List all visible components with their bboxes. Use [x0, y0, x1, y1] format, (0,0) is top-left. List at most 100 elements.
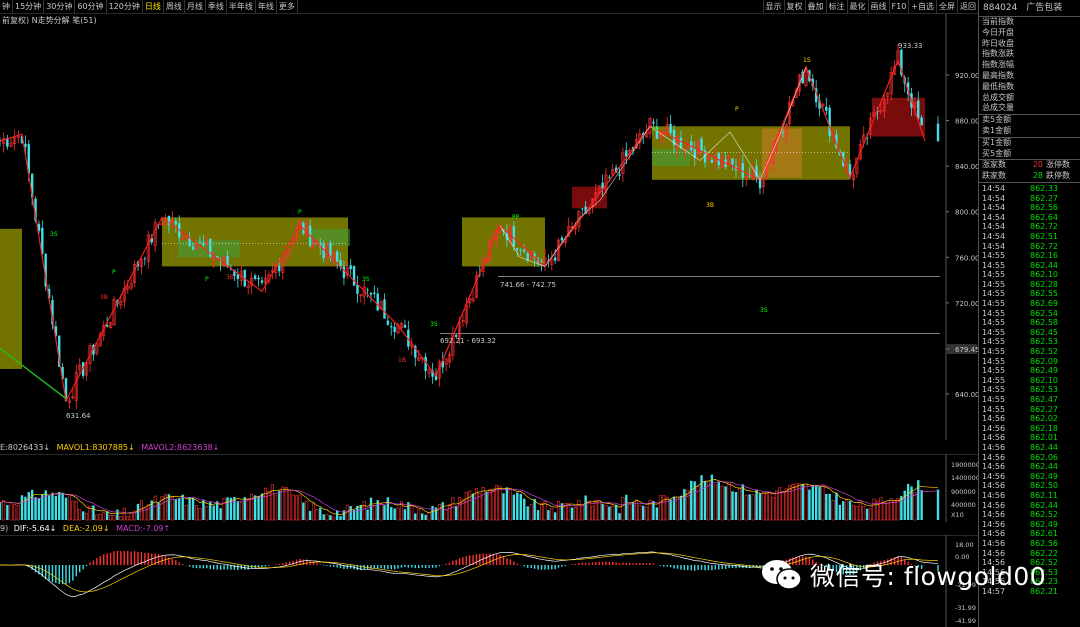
tick-row[interactable]: 14:55 862.10: [979, 376, 1080, 386]
tick-row[interactable]: 14:56 862.02: [979, 414, 1080, 424]
tick-row[interactable]: 14:56 862.52: [979, 558, 1080, 568]
tick-row[interactable]: 14:55 862.69: [979, 299, 1080, 309]
tick-price: 862.52: [1030, 558, 1058, 568]
tick-row[interactable]: 14:55 862.53: [979, 385, 1080, 395]
up-count-value: 20: [1032, 160, 1043, 170]
tick-row[interactable]: 14:56 862.22: [979, 549, 1080, 559]
tick-row[interactable]: 14:56 862.53: [979, 568, 1080, 578]
tick-row[interactable]: 14:54 862.72: [979, 222, 1080, 232]
tick-row[interactable]: 14:55 862.45: [979, 328, 1080, 338]
period-button[interactable]: 年线: [256, 0, 277, 13]
candle-body: [814, 88, 818, 103]
tick-list[interactable]: 14:54 862.33 14:54 862.27 14:54 862.56 14:54 86…: [979, 184, 1080, 597]
tick-row[interactable]: 14:55 862.28: [979, 280, 1080, 290]
tick-row[interactable]: 14:56 862.52: [979, 510, 1080, 520]
candle-body: [618, 174, 621, 176]
tool-button[interactable]: 标注: [825, 0, 847, 13]
tick-row[interactable]: 14:56 862.06: [979, 453, 1080, 463]
candlestick-chart[interactable]: 920.00 880.00 840.00 800.00 760.00 720.00 679.…: [0, 14, 978, 440]
volume-bar: [814, 485, 818, 520]
volume-bar: [720, 485, 724, 521]
volume-bar: [533, 498, 536, 520]
volume-bar: [502, 493, 505, 520]
period-button[interactable]: 60分钟: [75, 0, 107, 13]
tick-row[interactable]: 14:56 862.56: [979, 539, 1080, 549]
volume-bar: [126, 516, 130, 521]
tick-row[interactable]: 14:56 862.61: [979, 529, 1080, 539]
tick-row[interactable]: 14:54 862.51: [979, 232, 1080, 242]
period-button[interactable]: 30分钟: [44, 0, 76, 13]
tick-row[interactable]: 14:56 862.49: [979, 472, 1080, 482]
info-label: 最高指数: [982, 70, 1014, 80]
tick-row[interactable]: 14:54 862.33: [979, 184, 1080, 194]
period-button[interactable]: 季线: [206, 0, 227, 13]
tool-button[interactable]: F10: [888, 0, 909, 13]
tick-row[interactable]: 14:54 862.56: [979, 203, 1080, 213]
period-button[interactable]: 半年线: [227, 0, 256, 13]
tick-row[interactable]: 14:54 862.27: [979, 194, 1080, 204]
tick-row[interactable]: 14:55 862.52: [979, 347, 1080, 357]
tick-row[interactable]: 14:54 862.64: [979, 213, 1080, 223]
tick-row[interactable]: 14:55 862.49: [979, 366, 1080, 376]
candle-body: [804, 68, 808, 86]
tool-button[interactable]: 画线: [867, 0, 889, 13]
volume-chart[interactable]: 1900000 1400000 900000 400000 X10: [0, 454, 978, 522]
tool-button[interactable]: 最化: [846, 0, 868, 13]
tick-row[interactable]: 14:56 862.01: [979, 433, 1080, 443]
period-button[interactable]: 15分钟: [13, 0, 45, 13]
tick-row[interactable]: 14:55 862.53: [979, 337, 1080, 347]
tick-price: 862.56: [1030, 203, 1058, 213]
tick-row[interactable]: 14:55 862.09: [979, 357, 1080, 367]
volume-bar: [838, 504, 842, 520]
tick-row[interactable]: 14:55 862.16: [979, 251, 1080, 261]
volume-bar: [519, 493, 522, 520]
tool-button[interactable]: 返回: [957, 0, 978, 13]
tick-row[interactable]: 14:55 862.10: [979, 270, 1080, 280]
tick-row[interactable]: 14:55 862.44: [979, 261, 1080, 271]
tick-row[interactable]: 14:55 862.27: [979, 405, 1080, 415]
dif-value: DIF:-5.64↓: [13, 524, 57, 533]
volume-bar: [390, 507, 393, 520]
info-label: 指数涨跌: [982, 49, 1014, 59]
period-button[interactable]: 更多: [277, 0, 298, 13]
candle-body: [188, 237, 191, 247]
tool-button[interactable]: 全屏: [936, 0, 957, 13]
price-label: 840.00: [955, 163, 978, 171]
tool-button[interactable]: +自选: [908, 0, 936, 13]
tick-row[interactable]: 14:56 862.11: [979, 491, 1080, 501]
tick-price: 862.21: [1030, 586, 1058, 596]
volume-bar: [481, 487, 485, 521]
candle-body: [865, 137, 869, 139]
tick-row[interactable]: 14:57 862.21: [979, 587, 1080, 597]
tick-row[interactable]: 14:55 862.55: [979, 289, 1080, 299]
tick-row[interactable]: 14:56 862.50: [979, 481, 1080, 491]
tick-row[interactable]: 14:56 862.44: [979, 501, 1080, 511]
tick-row[interactable]: 14:56 862.18: [979, 424, 1080, 434]
macd-value: MACD:-7.09↑: [116, 524, 171, 533]
tool-button[interactable]: 叠加: [804, 0, 826, 13]
tick-row[interactable]: 14:56 862.23: [979, 577, 1080, 587]
candle-body: [614, 167, 618, 173]
candle-body: [160, 222, 164, 226]
candle-body: [191, 246, 195, 250]
tick-row[interactable]: 14:56 862.44: [979, 443, 1080, 453]
tick-row[interactable]: 14:56 862.44: [979, 462, 1080, 472]
tick-row[interactable]: 14:55 862.58: [979, 318, 1080, 328]
tick-row[interactable]: 14:55 862.47: [979, 395, 1080, 405]
tool-button[interactable]: 显示: [762, 0, 784, 13]
period-button[interactable]: 月线: [185, 0, 206, 13]
index-code: 884024: [983, 3, 1018, 13]
candle-body: [590, 198, 594, 207]
tool-button[interactable]: 复权: [783, 0, 805, 13]
signal-marker: 3B: [100, 294, 108, 301]
tick-row[interactable]: 14:55 862.54: [979, 309, 1080, 319]
tick-time: 14:55: [982, 347, 1006, 357]
tick-row[interactable]: 14:54 862.72: [979, 242, 1080, 252]
tick-time: 14:56: [982, 500, 1006, 510]
period-button[interactable]: 120分钟: [107, 0, 143, 13]
macd-header: 9) DIF:-5.64↓ DEA:-2.09↓ MACD:-7.09↑: [0, 524, 170, 533]
period-button[interactable]: 日线: [143, 0, 164, 13]
period-button[interactable]: 钟: [0, 0, 13, 13]
tick-row[interactable]: 14:56 862.49: [979, 520, 1080, 530]
period-button[interactable]: 周线: [164, 0, 185, 13]
